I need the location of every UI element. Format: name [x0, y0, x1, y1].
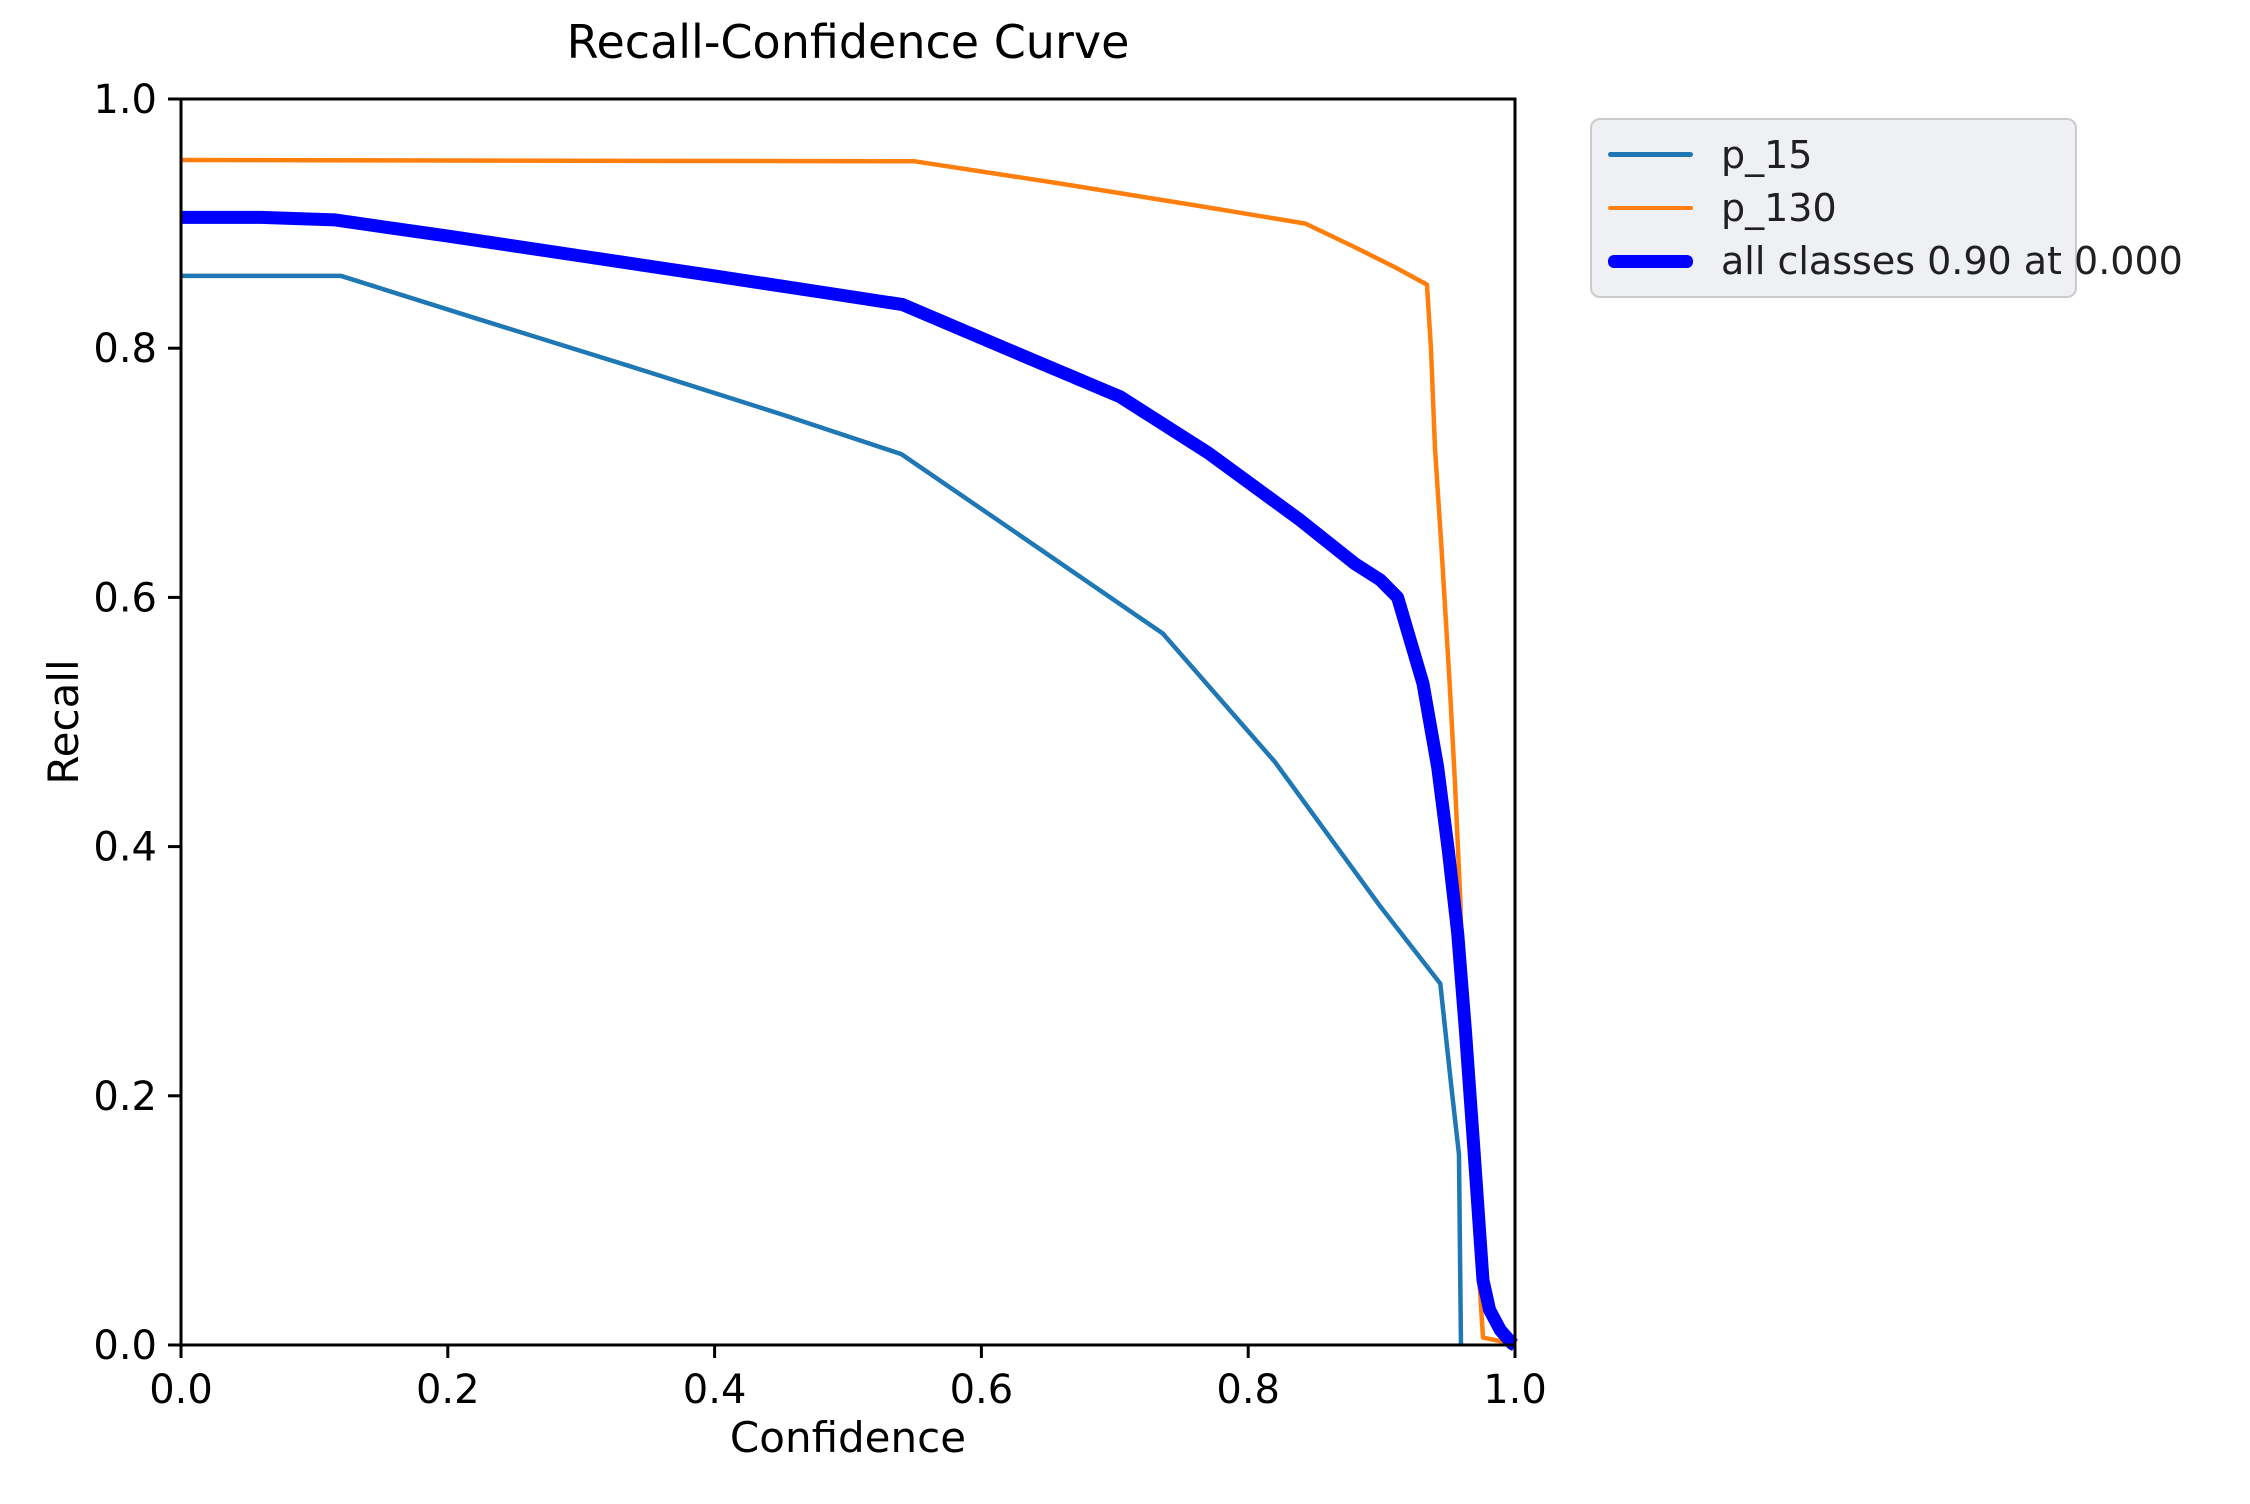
x-tick-label: 0.0: [149, 1367, 213, 1413]
legend: p_15 p_130 all classes 0.90 at 0.000: [1590, 118, 2183, 298]
series-line-p_15: [181, 273, 1464, 1346]
x-tick-label: 0.6: [950, 1367, 1014, 1413]
x-tick-label: 1.0: [1483, 1367, 1547, 1413]
legend-item-all-classes: all classes 0.90 at 0.000: [1592, 235, 2183, 287]
x-axis-label: Confidence: [730, 1413, 966, 1462]
y-axis-ticks: 0.0 0.2 0.4 0.6 0.8 1.0: [93, 77, 181, 1369]
y-tick-label: 0.6: [93, 575, 157, 621]
y-tick-label: 0.8: [93, 326, 157, 372]
legend-swatch-p-130: [1608, 205, 1693, 211]
x-axis-ticks: 0.0 0.2 0.4 0.6 0.8 1.0: [149, 1345, 1547, 1413]
series-line-all-classes: [181, 210, 1519, 1351]
legend-label-all-classes: all classes 0.90 at 0.000: [1721, 239, 2183, 284]
y-tick-label: 0.0: [93, 1323, 157, 1369]
y-tick-label: 0.2: [93, 1074, 157, 1120]
chart-title: Recall-Confidence Curve: [567, 15, 1130, 69]
legend-swatch-p-15: [1608, 152, 1693, 157]
series-layer: [180, 157, 1519, 1351]
y-axis-label: Recall: [39, 659, 88, 784]
legend-label-p-15: p_15: [1721, 132, 1813, 177]
plot-area: [181, 99, 1515, 1345]
y-tick-label: 0.4: [93, 825, 157, 871]
x-tick-label: 0.8: [1216, 1367, 1280, 1413]
legend-swatch-all-classes: [1608, 254, 1693, 268]
plot-spines: [179, 97, 1517, 1347]
legend-item-p-130: p_130: [1592, 182, 2075, 234]
legend-item-p-15: p_15: [1592, 129, 2075, 181]
x-tick-label: 0.4: [683, 1367, 747, 1413]
x-tick-label: 0.2: [416, 1367, 480, 1413]
legend-label-p-130: p_130: [1721, 185, 1837, 230]
y-tick-label: 1.0: [93, 77, 157, 123]
